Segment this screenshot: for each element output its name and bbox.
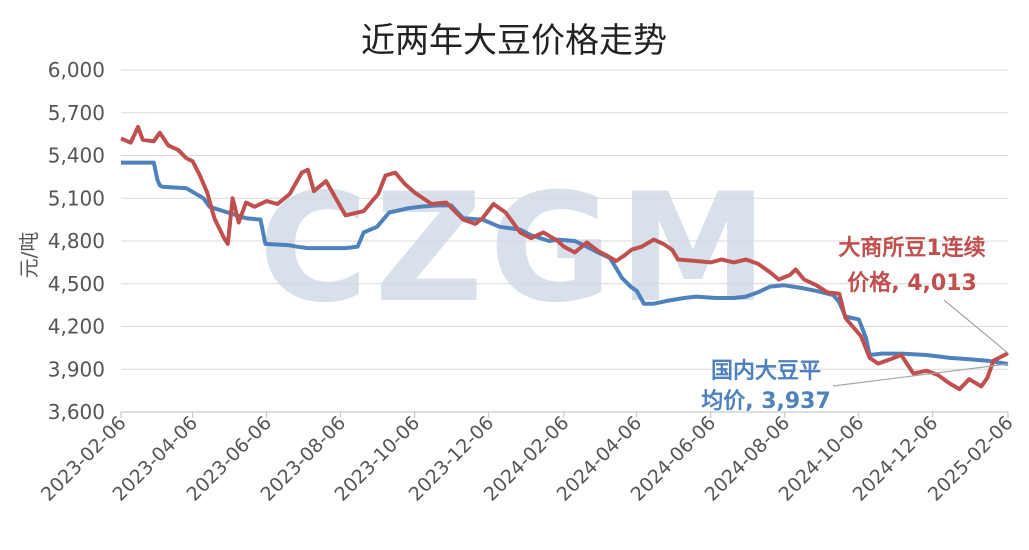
y-tick-label: 5,700 bbox=[48, 101, 105, 125]
y-axis-label: 元/吨 bbox=[17, 232, 41, 279]
y-tick-label: 4,800 bbox=[48, 229, 105, 253]
series-annotation-text: 价格, 4,013 bbox=[847, 270, 977, 296]
chart-title: 近两年大豆价格走势 bbox=[361, 21, 667, 61]
y-tick-label: 3,600 bbox=[48, 400, 105, 424]
series-annotation-text: 大商所豆1连续 bbox=[838, 235, 985, 261]
y-tick-labels: 3,600 3,900 4,200 4,500 4,800 5,100 5,400 5,700… bbox=[48, 58, 105, 424]
y-tick-label: 5,400 bbox=[48, 144, 105, 168]
series-annotation-text: 国内大豆平 bbox=[711, 359, 821, 384]
y-tick-label: 4,500 bbox=[48, 272, 105, 296]
y-tick-label: 3,900 bbox=[48, 357, 105, 381]
grid bbox=[121, 69, 1008, 413]
y-tick-label: 4,200 bbox=[48, 315, 105, 339]
y-tick-label: 6,000 bbox=[48, 58, 105, 82]
x-tick-labels: 2023-02-062023-04-062023-06-062023-08-06… bbox=[37, 412, 1018, 506]
series-lines bbox=[120, 125, 1009, 392]
annotation-leader-line bbox=[943, 299, 1009, 354]
annotation-leader-line bbox=[832, 363, 1009, 387]
dce-soybean-price-line bbox=[120, 125, 1009, 392]
y-tick-label: 5,100 bbox=[48, 186, 105, 210]
series-annotation-text: 均价, 3,937 bbox=[701, 388, 831, 414]
